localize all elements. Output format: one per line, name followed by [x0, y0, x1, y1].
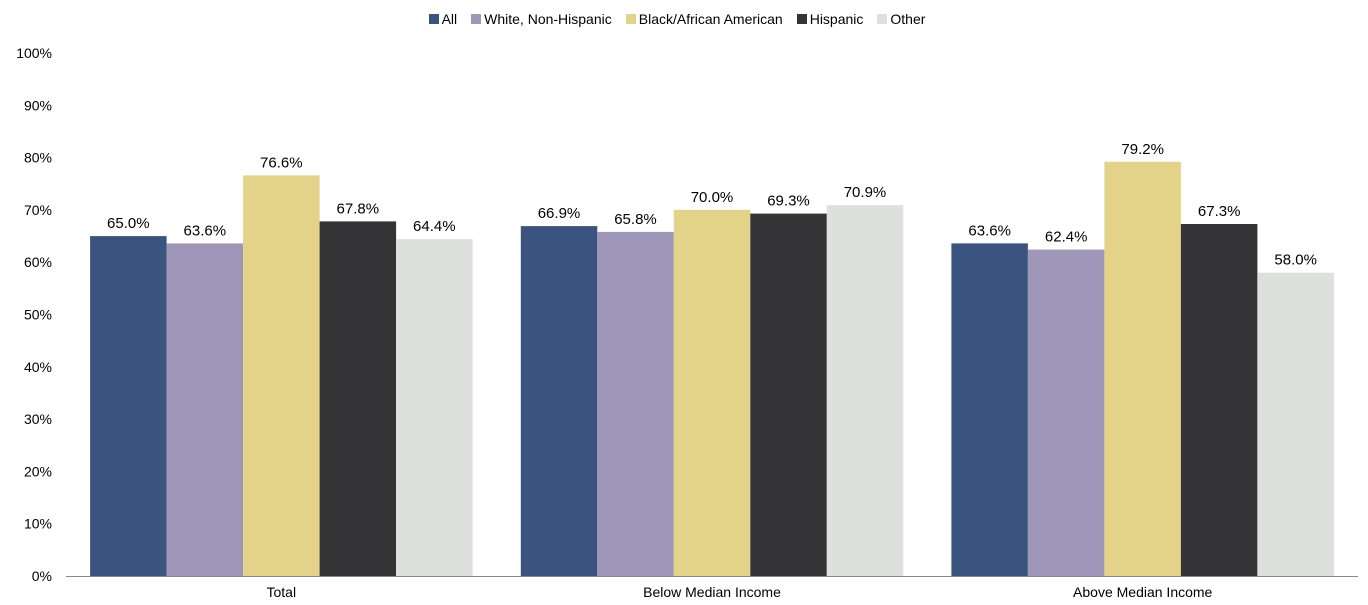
data-label: 62.4% — [1045, 229, 1088, 246]
bar — [520, 226, 598, 576]
data-label: 70.9% — [844, 184, 887, 201]
x-category-label: Above Median Income — [1073, 584, 1213, 600]
y-tick-label: 100% — [16, 45, 52, 61]
bar — [1104, 161, 1181, 577]
data-label: 67.8% — [337, 200, 380, 217]
data-label: 79.2% — [1121, 141, 1164, 158]
data-label: 67.3% — [1198, 203, 1241, 220]
y-tick-label: 30% — [24, 411, 52, 427]
bar — [1180, 224, 1258, 576]
x-category-label: Below Median Income — [643, 584, 781, 600]
bar — [243, 175, 320, 576]
data-label: 69.3% — [767, 193, 810, 210]
legend-item-1: White, Non-Hispanic — [471, 11, 612, 27]
legend-swatch — [471, 14, 482, 24]
legend-item-4: Other — [877, 11, 925, 27]
legend-item-0: All — [428, 11, 458, 27]
legend-item-3: Hispanic — [796, 11, 864, 27]
y-tick-label: 80% — [24, 150, 52, 166]
y-tick-label: 40% — [24, 359, 52, 375]
bar — [166, 243, 244, 576]
bar — [1257, 272, 1334, 576]
legend-label: All — [441, 11, 458, 27]
y-tick-label: 20% — [24, 463, 52, 479]
y-tick-label: 60% — [24, 254, 52, 270]
bar — [90, 236, 167, 576]
data-label: 76.6% — [260, 154, 303, 171]
bar — [1027, 249, 1105, 576]
data-label: 64.4% — [413, 218, 456, 235]
bar — [319, 221, 397, 576]
chart-legend: All White, Non-Hispanic Black/African Amer… — [0, 11, 1368, 27]
bar — [826, 205, 904, 576]
bar — [951, 243, 1028, 576]
y-tick-label: 50% — [24, 307, 52, 323]
legend-label: Other — [890, 11, 926, 27]
legend-label: Hispanic — [809, 11, 864, 27]
y-tick-label: 70% — [24, 202, 52, 218]
legend-swatch — [625, 14, 636, 24]
bar — [396, 239, 473, 576]
data-label: 58.0% — [1274, 252, 1317, 269]
data-label: 66.9% — [538, 205, 581, 222]
data-label: 65.0% — [107, 215, 150, 232]
y-tick-label: 0% — [32, 568, 52, 584]
data-label: 65.8% — [614, 211, 657, 228]
bar — [597, 231, 674, 576]
data-label: 63.6% — [968, 222, 1011, 239]
legend-label: White, Non-Hispanic — [484, 11, 612, 27]
data-label: 70.0% — [691, 189, 734, 206]
x-category-label: Total — [267, 584, 297, 600]
legend-swatch — [428, 14, 439, 24]
legend-label: Black/African American — [638, 11, 783, 27]
legend-item-2: Black/African American — [625, 11, 783, 27]
y-tick-label: 90% — [24, 97, 52, 113]
bar — [673, 209, 751, 576]
data-label: 63.6% — [184, 222, 227, 239]
legend-swatch — [877, 14, 888, 24]
legend-swatch — [796, 14, 807, 24]
y-tick-label: 10% — [24, 516, 52, 532]
bar — [750, 213, 827, 576]
